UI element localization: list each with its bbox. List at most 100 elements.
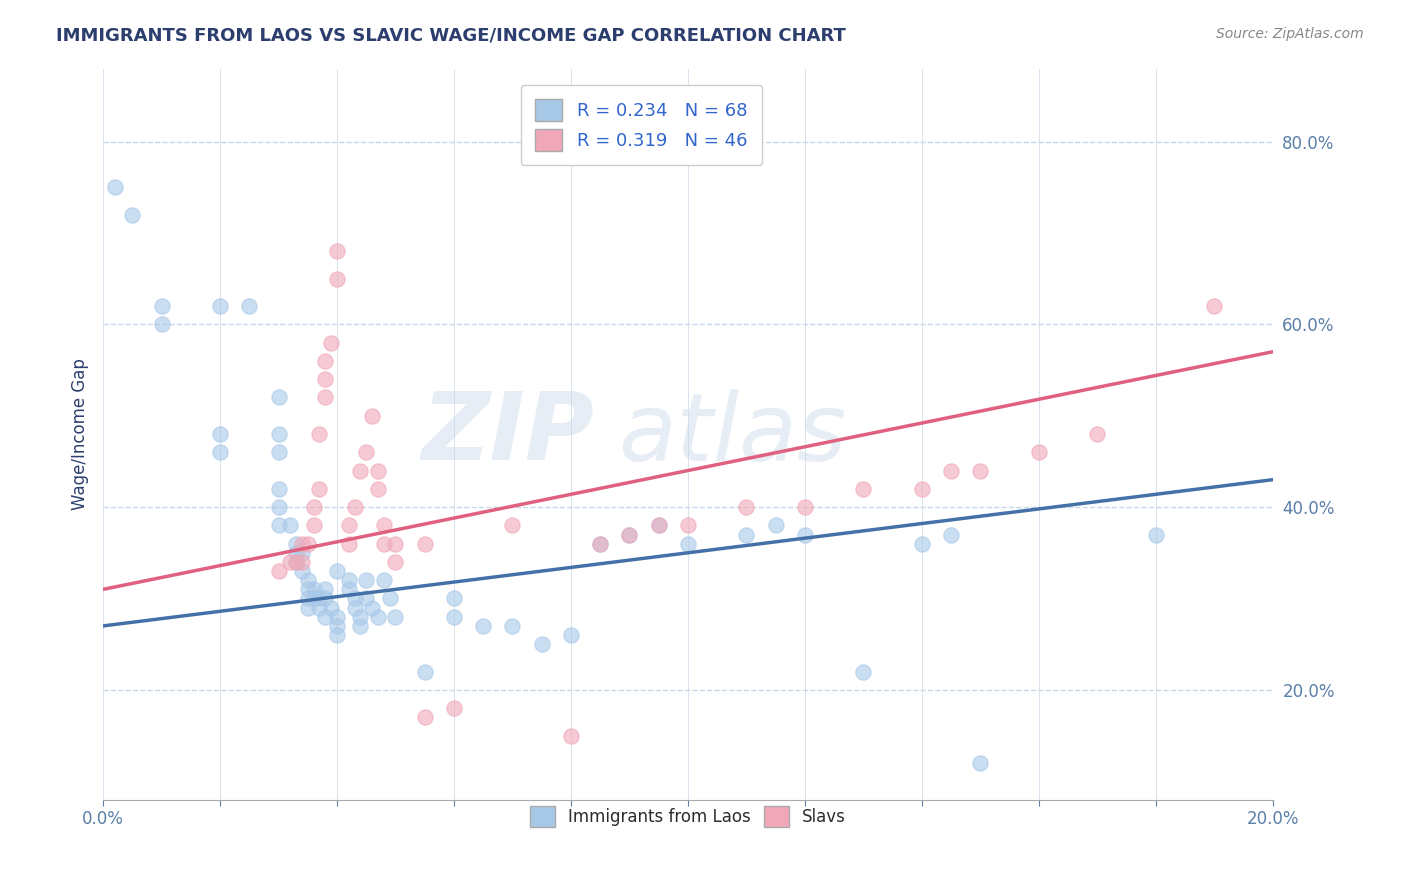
Point: [343, 500, 366, 515]
Point: [367, 464, 389, 478]
Point: [343, 600, 366, 615]
Point: [308, 427, 330, 442]
Point: [326, 244, 349, 259]
Text: atlas: atlas: [617, 389, 846, 480]
Point: [1202, 299, 1225, 313]
Point: [765, 518, 787, 533]
Point: [314, 391, 336, 405]
Point: [314, 591, 336, 606]
Point: [297, 573, 319, 587]
Point: [676, 518, 699, 533]
Point: [285, 536, 308, 550]
Point: [285, 555, 308, 569]
Point: [443, 701, 465, 715]
Point: [267, 445, 290, 459]
Point: [354, 445, 377, 459]
Point: [501, 619, 523, 633]
Point: [291, 555, 314, 569]
Point: [267, 500, 290, 515]
Point: [378, 591, 401, 606]
Point: [443, 591, 465, 606]
Point: [384, 555, 406, 569]
Point: [314, 582, 336, 597]
Point: [278, 518, 301, 533]
Point: [560, 628, 582, 642]
Point: [150, 299, 173, 313]
Point: [297, 582, 319, 597]
Point: [413, 710, 436, 724]
Point: [150, 318, 173, 332]
Point: [1085, 427, 1108, 442]
Point: [291, 546, 314, 560]
Point: [735, 527, 758, 541]
Point: [308, 482, 330, 496]
Point: [267, 518, 290, 533]
Point: [209, 427, 232, 442]
Point: [267, 482, 290, 496]
Y-axis label: Wage/Income Gap: Wage/Income Gap: [72, 358, 89, 510]
Point: [501, 518, 523, 533]
Point: [291, 564, 314, 578]
Point: [321, 600, 343, 615]
Point: [308, 600, 330, 615]
Point: [373, 573, 395, 587]
Point: [1028, 445, 1050, 459]
Point: [326, 628, 349, 642]
Point: [472, 619, 495, 633]
Point: [326, 619, 349, 633]
Point: [735, 500, 758, 515]
Point: [969, 464, 991, 478]
Point: [326, 609, 349, 624]
Point: [939, 464, 962, 478]
Point: [793, 527, 815, 541]
Point: [852, 665, 875, 679]
Point: [1144, 527, 1167, 541]
Point: [589, 536, 612, 550]
Point: [267, 564, 290, 578]
Point: [121, 208, 143, 222]
Point: [530, 637, 553, 651]
Point: [589, 536, 612, 550]
Point: [939, 527, 962, 541]
Point: [354, 591, 377, 606]
Point: [373, 536, 395, 550]
Point: [302, 500, 325, 515]
Point: [278, 555, 301, 569]
Point: [349, 619, 371, 633]
Point: [349, 464, 371, 478]
Point: [676, 536, 699, 550]
Point: [560, 729, 582, 743]
Point: [852, 482, 875, 496]
Point: [343, 591, 366, 606]
Point: [647, 518, 669, 533]
Point: [209, 445, 232, 459]
Point: [384, 536, 406, 550]
Point: [302, 582, 325, 597]
Point: [308, 591, 330, 606]
Point: [238, 299, 260, 313]
Point: [314, 354, 336, 368]
Point: [911, 482, 934, 496]
Point: [337, 573, 360, 587]
Point: [647, 518, 669, 533]
Point: [337, 536, 360, 550]
Point: [384, 609, 406, 624]
Point: [413, 665, 436, 679]
Point: [361, 409, 384, 423]
Point: [209, 299, 232, 313]
Point: [413, 536, 436, 550]
Legend: Immigrants from Laos, Slavs: Immigrants from Laos, Slavs: [522, 798, 855, 835]
Point: [337, 582, 360, 597]
Text: ZIP: ZIP: [422, 388, 595, 480]
Point: [297, 591, 319, 606]
Point: [354, 573, 377, 587]
Point: [443, 609, 465, 624]
Point: [373, 518, 395, 533]
Point: [367, 609, 389, 624]
Point: [314, 372, 336, 386]
Point: [619, 527, 641, 541]
Point: [911, 536, 934, 550]
Point: [349, 609, 371, 624]
Point: [104, 180, 127, 194]
Point: [367, 482, 389, 496]
